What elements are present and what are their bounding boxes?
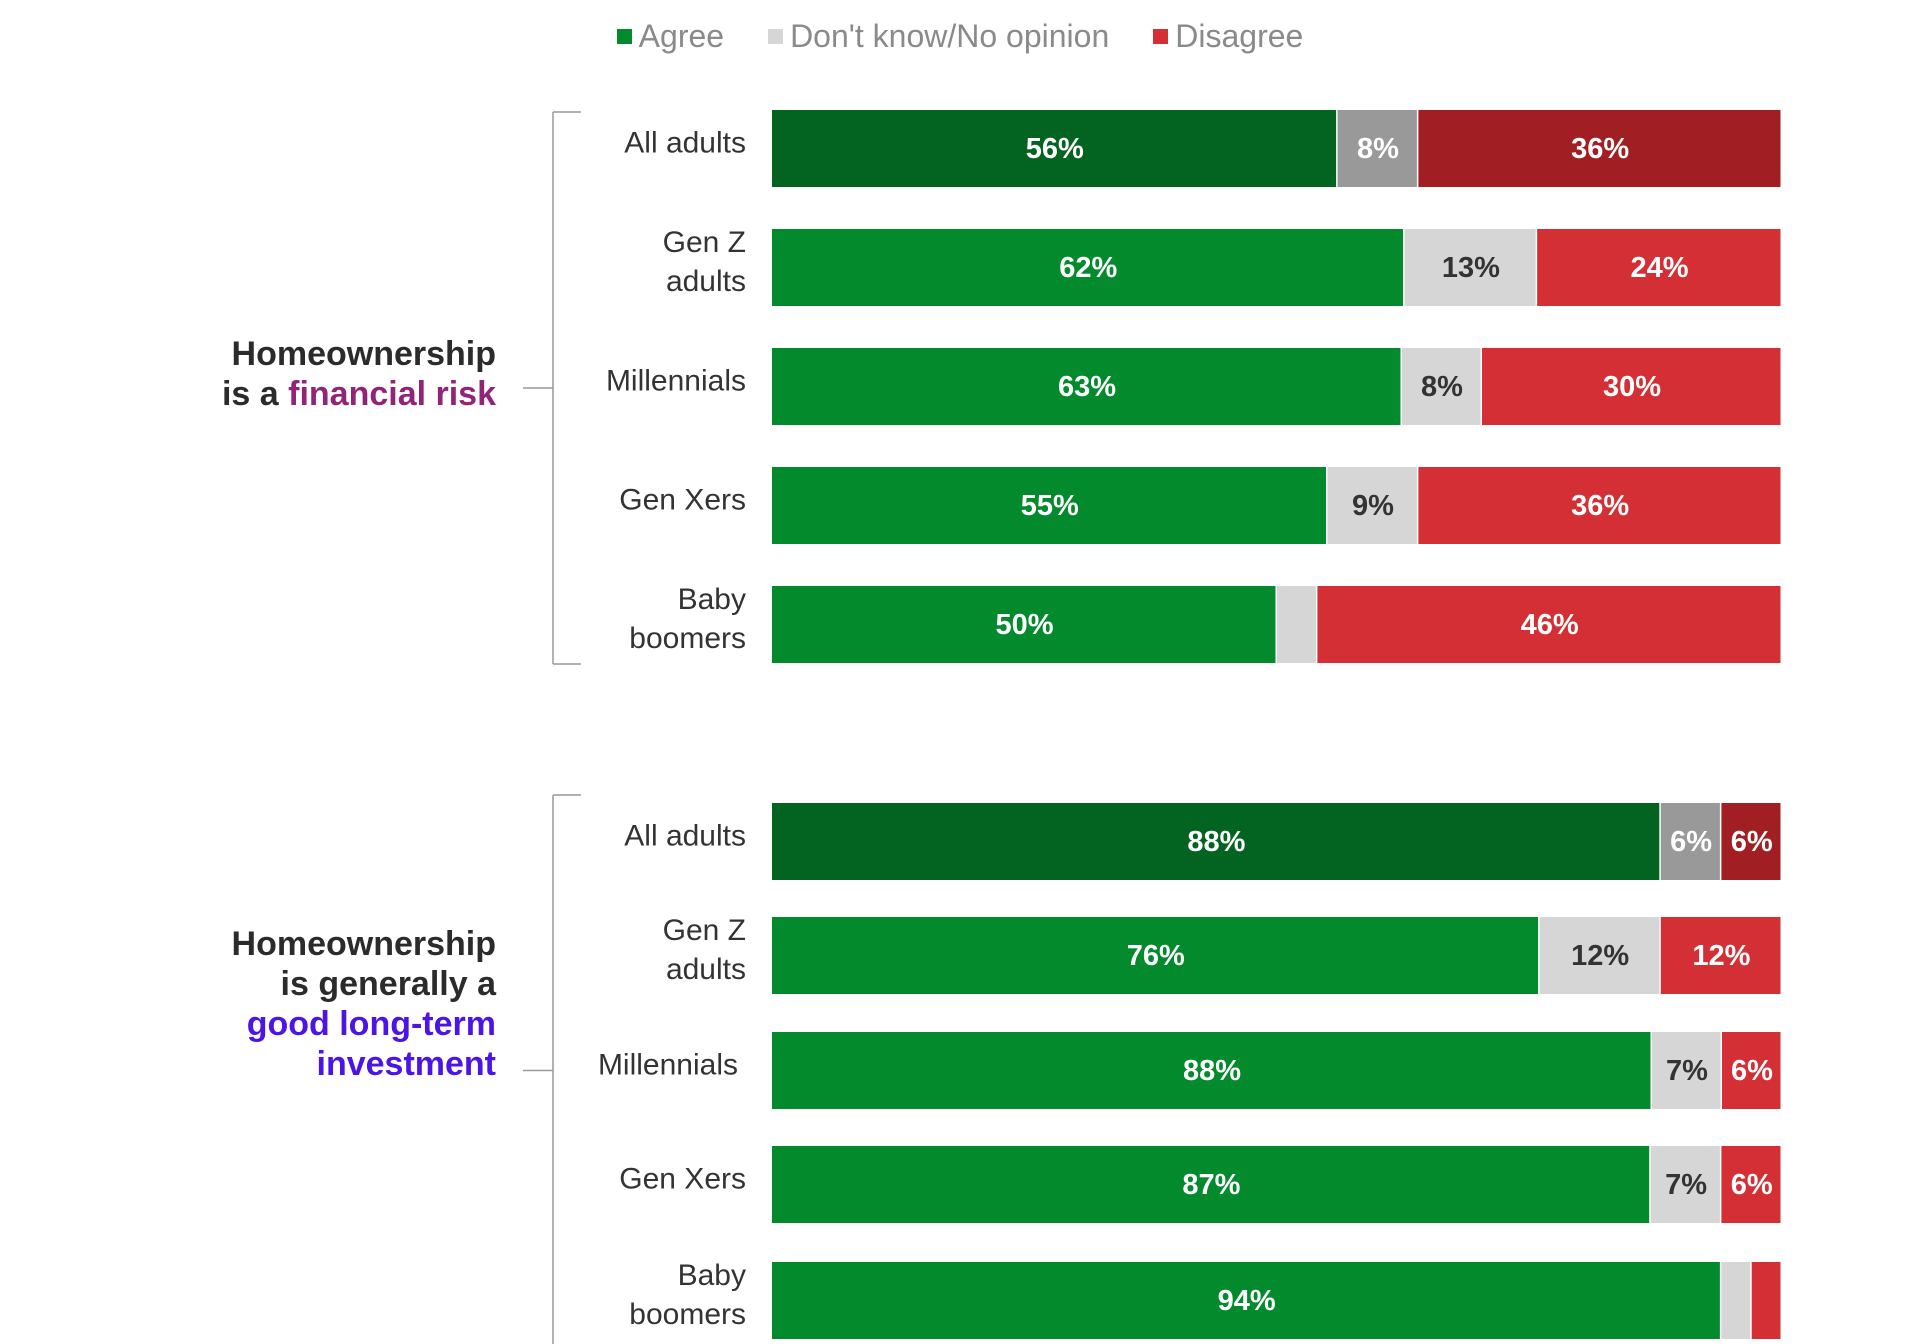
category-label-gen-xers: Gen Xers xyxy=(619,1162,746,1195)
bar-segment-agree-all-adults xyxy=(772,110,1337,187)
category-label-gen-z-adults: adults xyxy=(666,953,746,986)
legend-swatch-disagree xyxy=(1153,29,1169,44)
data-label-dontknow-gen-xers: 9% xyxy=(1352,490,1394,522)
bar-segment-dontknow-baby-boomers xyxy=(1721,1262,1751,1339)
bar-segment-dontknow-all-adults xyxy=(1337,110,1417,187)
legend-item-disagree: Disagree xyxy=(1153,18,1303,55)
group-title-text: Homeownership xyxy=(232,335,496,373)
group-title-accent: good long-term xyxy=(247,1005,496,1043)
data-label-dontknow-gen-xers: 7% xyxy=(1665,1169,1707,1201)
bar-segment-dontknow-baby-boomers xyxy=(1277,586,1316,663)
data-label-disagree-gen-xers: 6% xyxy=(1731,1169,1773,1201)
group-title-accent: financial risk xyxy=(288,375,496,413)
category-label-baby-boomers: boomers xyxy=(629,1298,746,1331)
bar-segment-disagree-gen-z-adults xyxy=(1537,229,1781,306)
data-label-disagree-gen-xers: 36% xyxy=(1571,490,1629,522)
data-label-agree-gen-xers: 87% xyxy=(1182,1169,1240,1201)
data-label-disagree-millennials: 30% xyxy=(1603,371,1661,403)
bar-segment-dontknow-millennials xyxy=(1652,1032,1721,1109)
data-label-agree-millennials: 63% xyxy=(1058,371,1116,403)
bar-segment-dontknow-millennials xyxy=(1402,348,1481,425)
data-label-agree-all-adults: 88% xyxy=(1187,826,1245,858)
bar-segment-disagree-gen-xers xyxy=(1418,467,1781,544)
bar-segment-dontknow-gen-z-adults xyxy=(1404,229,1536,306)
legend-item-dontknow: Don't know/No opinion xyxy=(768,18,1109,55)
category-label-gen-z-adults: adults xyxy=(666,265,746,298)
category-label-gen-z-adults: Gen Z xyxy=(663,226,746,259)
legend-item-agree: Agree xyxy=(616,18,725,55)
bar-segment-disagree-all-adults xyxy=(1721,803,1781,880)
bar-segment-agree-gen-xers xyxy=(772,1146,1650,1223)
data-label-dontknow-all-adults: 6% xyxy=(1670,826,1712,858)
group-title-text: Homeownership xyxy=(232,925,496,963)
data-label-agree-baby-boomers: 50% xyxy=(995,609,1053,641)
bar-segment-agree-gen-xers xyxy=(772,467,1326,544)
data-label-agree-baby-boomers: 94% xyxy=(1218,1285,1276,1317)
group-title-line: good long-term xyxy=(247,1005,496,1043)
bar-segment-disagree-gen-z-adults xyxy=(1660,917,1781,994)
data-label-agree-gen-xers: 55% xyxy=(1021,490,1079,522)
legend-label-disagree: Disagree xyxy=(1175,18,1304,54)
group-title-line: Homeownership xyxy=(232,335,496,373)
bar-segment-agree-all-adults xyxy=(772,803,1660,880)
bar-segment-dontknow-gen-z-adults xyxy=(1539,917,1660,994)
bar-segment-disagree-millennials xyxy=(1722,1032,1781,1109)
group-title-line: Homeownership xyxy=(232,925,496,963)
bar-segment-agree-gen-z-adults xyxy=(772,229,1404,306)
data-label-dontknow-millennials: 7% xyxy=(1666,1055,1708,1087)
data-label-dontknow-all-adults: 8% xyxy=(1357,133,1399,165)
bar-segment-agree-millennials xyxy=(772,348,1401,425)
data-label-dontknow-millennials: 8% xyxy=(1421,371,1463,403)
bar-segment-disagree-gen-xers xyxy=(1721,1146,1781,1223)
bar-segment-disagree-baby-boomers xyxy=(1317,586,1781,663)
data-label-dontknow-gen-z-adults: 12% xyxy=(1571,940,1629,972)
legend-label-dontknow: Don't know/No opinion xyxy=(790,18,1110,54)
group-title-line: investment xyxy=(317,1045,497,1083)
group-title-line: is generally a xyxy=(281,965,498,1003)
legend-swatch-agree xyxy=(616,29,632,44)
category-label-millennials: Millennials xyxy=(606,364,746,397)
data-label-agree-all-adults: 56% xyxy=(1026,133,1084,165)
category-label-all-adults: All adults xyxy=(624,126,746,159)
data-label-disagree-millennials: 6% xyxy=(1731,1055,1773,1087)
bar-segment-disagree-millennials xyxy=(1482,348,1781,425)
category-label-millennials: Millennials xyxy=(598,1048,738,1081)
legend-swatch-dontknow xyxy=(768,29,784,44)
bar-segment-disagree-all-adults xyxy=(1418,110,1781,187)
data-label-disagree-gen-z-adults: 12% xyxy=(1692,940,1750,972)
bar-segment-dontknow-gen-xers xyxy=(1650,1146,1720,1223)
bar-segment-agree-baby-boomers xyxy=(772,586,1276,663)
data-label-disagree-baby-boomers: 46% xyxy=(1521,609,1579,641)
legend-label-agree: Agree xyxy=(638,18,725,54)
category-label-all-adults: All adults xyxy=(624,819,746,852)
data-label-disagree-all-adults: 36% xyxy=(1571,133,1629,165)
data-label-dontknow-gen-z-adults: 13% xyxy=(1442,252,1500,284)
chart-legend: Agree Don't know/No opinion Disagree xyxy=(0,18,1920,55)
bar-segment-dontknow-all-adults xyxy=(1660,803,1720,880)
group-title-text: is generally a xyxy=(281,965,498,1003)
bar-segment-agree-gen-z-adults xyxy=(772,917,1539,994)
data-label-agree-gen-z-adults: 62% xyxy=(1059,252,1117,284)
data-label-agree-gen-z-adults: 76% xyxy=(1127,940,1185,972)
group-title-accent: investment xyxy=(317,1045,497,1083)
category-label-baby-boomers: Baby xyxy=(678,1259,746,1292)
category-label-gen-xers: Gen Xers xyxy=(619,483,746,516)
bar-segment-disagree-baby-boomers xyxy=(1751,1262,1781,1339)
category-label-baby-boomers: Baby xyxy=(678,583,746,616)
bar-segment-agree-baby-boomers xyxy=(772,1262,1720,1339)
category-label-gen-z-adults: Gen Z xyxy=(663,914,746,947)
bar-segment-dontknow-gen-xers xyxy=(1327,467,1417,544)
group-title-text: is a xyxy=(222,375,288,413)
category-label-baby-boomers: boomers xyxy=(629,622,746,655)
data-label-agree-millennials: 88% xyxy=(1183,1055,1241,1087)
data-label-disagree-all-adults: 6% xyxy=(1731,826,1773,858)
bar-segment-agree-millennials xyxy=(772,1032,1651,1109)
data-label-disagree-gen-z-adults: 24% xyxy=(1631,252,1689,284)
group-title-line: is a financial risk xyxy=(222,375,496,413)
